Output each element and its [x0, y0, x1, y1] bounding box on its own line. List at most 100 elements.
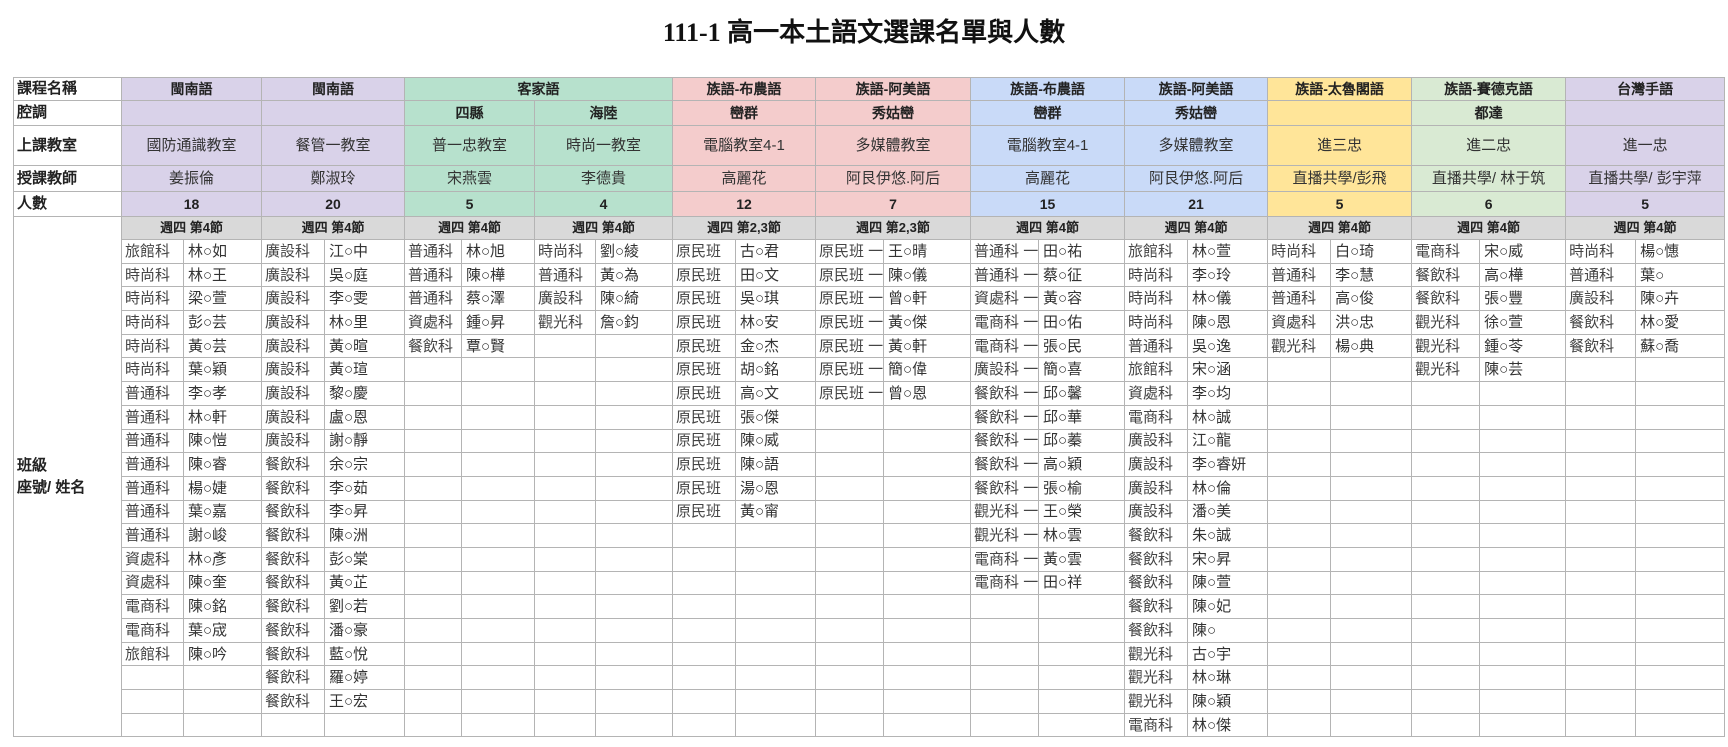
student-name-cell — [734, 712, 817, 738]
student-class-cell: 餐飲科 一 — [970, 381, 1040, 406]
period-cell: 週四 第2,3節 — [815, 216, 972, 240]
student-name-cell — [595, 357, 673, 383]
student-class-cell — [1267, 523, 1332, 548]
student-class-cell — [121, 689, 184, 714]
student-class-cell — [1565, 594, 1637, 619]
student-class-cell — [672, 641, 736, 667]
student-class-cell: 普通科 — [404, 239, 462, 264]
student-name-cell: 簡○喜 — [1038, 357, 1126, 383]
roster-label-seat-name: 座號/ 姓名 — [17, 478, 86, 496]
student-name-cell: 田○祐 — [1038, 239, 1126, 264]
student-name-cell: 陳○儀 — [883, 262, 972, 288]
classroom-cell: 進一忠 — [1565, 125, 1726, 166]
student-row: 普通科 林○軒 廣設科 盧○恩 原民班 張○傑 餐飲科 一邱○華 電商科 林○誠 — [14, 404, 1726, 430]
student-name-cell — [883, 499, 972, 525]
period-cell: 週四 第4節 — [534, 216, 673, 240]
student-name-cell — [883, 475, 972, 501]
student-name-cell — [1635, 381, 1726, 406]
student-name-cell — [595, 689, 673, 714]
student-class-cell — [672, 689, 736, 714]
student-class-cell: 普通科 — [1124, 333, 1189, 359]
student-row: 資處科 林○彥 餐飲科 彭○棠 電商科 一黃○雲 餐飲科 宋○昇 — [14, 546, 1726, 572]
student-class-cell — [1411, 381, 1481, 406]
count-cell: 7 — [815, 191, 972, 217]
student-name-cell: 鍾○苓 — [1479, 333, 1567, 359]
student-class-cell: 廣設科 — [261, 286, 325, 312]
student-class-cell: 餐飲科 — [1124, 570, 1189, 596]
student-class-cell: 觀光科 — [1124, 689, 1189, 714]
student-class-cell — [1565, 475, 1637, 501]
student-class-cell: 餐飲科 一 — [970, 452, 1040, 477]
student-name-cell — [1479, 475, 1567, 501]
count-cell: 18 — [121, 191, 262, 217]
student-class-cell: 觀光科 — [1411, 357, 1481, 383]
student-class-cell: 廣設科 — [261, 357, 325, 383]
student-class-cell — [1267, 404, 1332, 430]
student-name-cell: 陳○愷 — [183, 428, 262, 454]
student-class-cell: 時尚科 — [1565, 239, 1637, 264]
teacher-cell: 李德貴 — [534, 165, 673, 192]
student-name-cell: 李○玲 — [1187, 262, 1269, 288]
student-name-cell: 白○琦 — [1330, 239, 1413, 264]
student-class-cell: 普通科 — [1267, 286, 1332, 312]
student-name-cell — [461, 499, 535, 525]
count-cell: 15 — [970, 191, 1126, 217]
student-name-cell: 林○儀 — [1187, 286, 1269, 312]
student-name-cell: 張○豐 — [1479, 286, 1567, 312]
student-class-cell — [534, 689, 596, 714]
period-cell: 週四 第4節 — [121, 216, 262, 240]
tone-cell: 巒群 — [671, 100, 817, 126]
student-name-cell — [461, 712, 535, 738]
student-class-cell: 餐飲科 — [1124, 618, 1189, 643]
student-name-cell: 劉○若 — [324, 594, 405, 619]
student-class-cell: 廣設科 — [534, 286, 596, 312]
student-row: 普通科 謝○峻 餐飲科 陳○洲 觀光科 一林○雲 餐飲科 朱○誠 — [14, 523, 1726, 548]
student-name-cell — [1635, 404, 1726, 430]
page-title: 111-1 高一本土語文選課名單與人數 — [662, 18, 1066, 47]
student-class-cell: 普通科 — [121, 475, 184, 501]
student-class-cell: 時尚科 — [121, 333, 184, 359]
tone-cell — [121, 100, 262, 126]
student-class-cell — [534, 712, 596, 738]
student-class-cell: 餐飲科 — [261, 499, 325, 525]
student-class-cell: 普通科 — [121, 452, 184, 477]
student-name-cell — [461, 546, 535, 572]
student-name-cell — [1479, 712, 1567, 738]
student-class-cell — [1565, 712, 1637, 738]
student-class-cell — [534, 546, 596, 572]
student-name-cell: 宋○涵 — [1187, 357, 1269, 383]
student-name-cell — [595, 618, 673, 643]
student-class-cell: 原民班 — [672, 475, 736, 501]
count-cell: 12 — [671, 191, 817, 217]
student-name-cell: 田○文 — [734, 262, 817, 288]
student-name-cell — [1038, 594, 1126, 619]
student-name-cell: 黃○芸 — [183, 333, 262, 359]
student-name-cell — [595, 333, 673, 359]
course-name-cell: 族語-阿美語 — [815, 77, 972, 101]
student-name-cell — [1330, 475, 1413, 501]
student-class-cell: 餐飲科 — [261, 475, 325, 501]
student-name-cell — [461, 570, 535, 596]
tone-label: 腔調 — [13, 100, 122, 126]
student-name-cell — [1479, 546, 1567, 572]
student-class-cell: 原民班 — [672, 381, 736, 406]
student-class-cell: 廣設科 — [1124, 452, 1189, 477]
student-class-cell: 餐飲科 — [1565, 310, 1637, 335]
student-name-cell — [883, 570, 972, 596]
roster-label-class: 班級 — [17, 456, 48, 474]
student-name-cell: 黃○軒 — [883, 333, 972, 359]
student-class-cell — [261, 712, 325, 738]
tone-cell: 海陸 — [534, 100, 673, 126]
student-name-cell — [734, 618, 817, 643]
student-name-cell — [1479, 641, 1567, 667]
student-class-cell: 餐飲科 — [261, 546, 325, 572]
student-name-cell — [883, 641, 972, 667]
student-class-cell — [1267, 712, 1332, 738]
student-name-cell: 湯○恩 — [734, 475, 817, 501]
student-name-cell: 李○雯 — [324, 286, 405, 312]
student-class-cell — [1565, 570, 1637, 596]
student-name-cell: 林○旭 — [461, 239, 535, 264]
student-name-cell: 邱○馨 — [1038, 381, 1126, 406]
student-row: 普通科 李○孝 廣設科 黎○慶 原民班 高○文 原民班 一曾○恩 餐飲科 一邱○馨 資處科 李○均 — [14, 381, 1726, 406]
student-class-cell — [1411, 475, 1481, 501]
